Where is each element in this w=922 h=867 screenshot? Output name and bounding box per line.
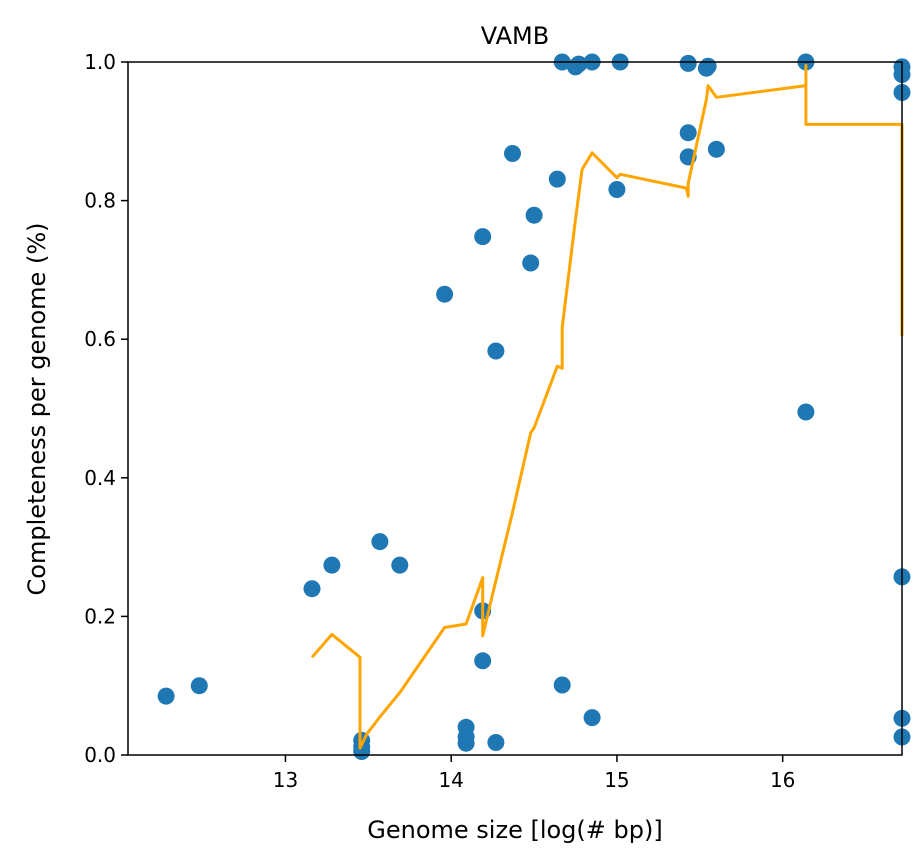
scatter-point bbox=[699, 57, 717, 75]
scatter-point bbox=[679, 54, 697, 72]
scatter-point bbox=[436, 285, 454, 303]
scatter-point bbox=[553, 676, 571, 694]
y-tick-label: 1.0 bbox=[84, 50, 116, 74]
trend-line-group bbox=[310, 64, 904, 750]
scatter-point bbox=[522, 254, 540, 272]
scatter-point bbox=[679, 124, 697, 142]
y-axis-ticks: 0.0 0.2 0.4 0.6 0.8 1.0 bbox=[84, 50, 128, 767]
trend-line bbox=[310, 64, 904, 750]
scatter-point bbox=[583, 709, 601, 727]
x-tick-label: 14 bbox=[438, 768, 463, 792]
scatter-point bbox=[548, 170, 566, 188]
scatter-point bbox=[190, 677, 208, 695]
y-axis-label: Completeness per genome (%) bbox=[23, 223, 51, 596]
scatter-point bbox=[323, 556, 341, 574]
scatter-point bbox=[487, 342, 505, 360]
y-tick-label: 0.0 bbox=[84, 743, 116, 767]
y-tick-label: 0.4 bbox=[84, 466, 116, 490]
scatter-point bbox=[457, 734, 475, 752]
scatter-point bbox=[391, 556, 409, 574]
x-axis-label: Genome size [log(# bp)] bbox=[367, 816, 662, 844]
scatter-point bbox=[797, 403, 815, 421]
scatter-point bbox=[608, 181, 626, 198]
x-tick-label: 15 bbox=[604, 768, 629, 792]
scatter-points bbox=[157, 53, 911, 760]
scatter-point bbox=[504, 145, 521, 162]
scatter-point bbox=[371, 533, 389, 551]
scatter-point bbox=[474, 228, 492, 246]
scatter-point bbox=[303, 580, 321, 598]
y-tick-label: 0.8 bbox=[84, 189, 116, 213]
x-tick-label: 16 bbox=[770, 768, 795, 792]
scatter-point bbox=[525, 206, 543, 224]
scatter-point bbox=[570, 55, 588, 73]
y-tick-label: 0.6 bbox=[84, 327, 116, 351]
scatter-point bbox=[707, 140, 725, 158]
chart-title: VAMB bbox=[481, 22, 549, 50]
x-axis-ticks: 13 14 15 16 bbox=[273, 755, 795, 792]
scatter-point bbox=[157, 687, 175, 705]
y-tick-label: 0.2 bbox=[84, 604, 116, 628]
x-tick-label: 13 bbox=[273, 768, 298, 792]
scatter-point bbox=[474, 652, 492, 670]
scatter-point bbox=[487, 734, 505, 751]
plot-frame bbox=[127, 61, 903, 756]
